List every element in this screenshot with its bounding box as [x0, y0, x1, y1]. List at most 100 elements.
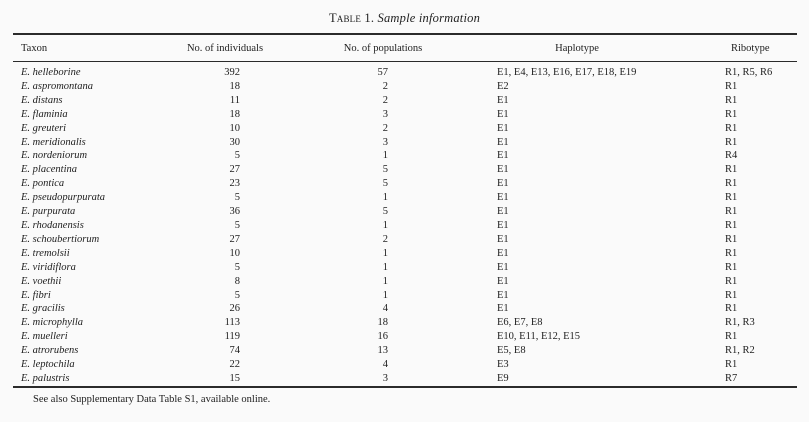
column-header-haplotype: Haplotype	[481, 34, 673, 62]
cell-individuals: 18	[229, 108, 241, 120]
table-row: E. flaminia 18 3 E1 R1	[13, 108, 797, 122]
cell-ribotype: R7	[725, 372, 738, 384]
cell-ribotype: R1	[725, 275, 738, 287]
cell-haplotype: E5, E8	[497, 345, 526, 357]
cell-individuals: 15	[229, 372, 241, 384]
cell-ribotype: R1	[725, 247, 738, 259]
table-row: E. atrorubens 74 13 E5, E8 R1, R2	[13, 344, 797, 358]
cell-populations: 5	[382, 206, 388, 218]
cell-taxon: E. pseudopurpurata	[21, 192, 105, 204]
table-row: E. leptochila 22 4 E3 R1	[13, 358, 797, 372]
table-row: E. purpurata 36 5 E1 R1	[13, 205, 797, 219]
cell-ribotype: R1	[725, 206, 738, 218]
cell-populations: 5	[382, 164, 388, 176]
cell-populations: 57	[377, 67, 389, 78]
table-row: E. placentina 27 5 E1 R1	[13, 163, 797, 177]
column-header-populations: No. of populations	[285, 34, 481, 62]
table-body: E. helleborine 392 57 E1, E4, E13, E16, E17…	[13, 62, 797, 387]
table-row: E. schoubertiorum 27 2 E1 R1	[13, 233, 797, 247]
cell-haplotype: E1, E4, E13, E16, E17, E18, E19	[497, 67, 637, 78]
table-row: E. nordeniorum 5 1 E1 R4	[13, 149, 797, 163]
table-row: E. pseudopurpurata 5 1 E1 R1	[13, 191, 797, 205]
cell-taxon: E. rhodanensis	[21, 219, 84, 231]
cell-ribotype: R1	[725, 303, 738, 315]
cell-haplotype: E1	[497, 136, 509, 148]
cell-taxon: E. tremolsii	[21, 247, 70, 259]
cell-individuals: 119	[224, 331, 240, 343]
table-row: E. fibri 5 1 E1 R1	[13, 289, 797, 303]
cell-haplotype: E10, E11, E12, E15	[497, 331, 581, 343]
cell-populations: 16	[377, 331, 389, 343]
cell-haplotype: E6, E7, E8	[497, 317, 543, 329]
cell-individuals: 27	[229, 164, 241, 176]
cell-taxon: E. viridiflora	[21, 261, 76, 273]
cell-ribotype: R1	[725, 289, 738, 301]
cell-individuals: 23	[229, 178, 241, 190]
table-row: E. viridiflora 5 1 E1 R1	[13, 261, 797, 275]
column-header-taxon: Taxon	[13, 34, 165, 62]
cell-individuals: 74	[229, 345, 241, 357]
cell-ribotype: R1	[725, 331, 738, 343]
cell-taxon: E. placentina	[21, 164, 77, 176]
cell-haplotype: E1	[497, 303, 509, 315]
cell-haplotype: E1	[497, 94, 509, 106]
cell-taxon: E. nordeniorum	[21, 150, 88, 162]
table-row: E. helleborine 392 57 E1, E4, E13, E16, E17…	[13, 62, 797, 80]
cell-ribotype: R1	[725, 178, 738, 190]
table-header: Taxon No. of individuals No. of populati…	[13, 34, 797, 62]
cell-ribotype: R1	[725, 261, 738, 273]
cell-individuals: 5	[234, 150, 240, 162]
cell-individuals: 10	[229, 122, 241, 134]
column-header-individuals: No. of individuals	[165, 34, 285, 62]
cell-individuals: 113	[224, 317, 240, 329]
cell-haplotype: E1	[497, 164, 509, 176]
cell-individuals: 36	[229, 206, 241, 218]
table-row: E. voethii 8 1 E1 R1	[13, 275, 797, 289]
cell-populations: 4	[382, 359, 388, 371]
cell-taxon: E. purpurata	[21, 206, 76, 218]
cell-individuals: 8	[234, 275, 240, 287]
cell-ribotype: R1	[725, 219, 738, 231]
cell-individuals: 22	[229, 359, 241, 371]
cell-taxon: E. atrorubens	[21, 345, 79, 357]
cell-taxon: E. schoubertiorum	[21, 233, 100, 245]
cell-populations: 3	[382, 372, 388, 384]
cell-haplotype: E1	[497, 206, 509, 218]
cell-individuals: 11	[229, 94, 240, 106]
cell-populations: 5	[382, 178, 388, 190]
cell-haplotype: E1	[497, 150, 509, 162]
cell-populations: 3	[382, 108, 388, 120]
cell-ribotype: R1	[725, 164, 738, 176]
table-row: E. meridionalis 30 3 E1 R1	[13, 136, 797, 150]
cell-populations: 2	[382, 94, 388, 106]
cell-ribotype: R1, R3	[725, 317, 755, 329]
cell-populations: 1	[382, 219, 388, 231]
cell-populations: 1	[382, 275, 388, 287]
cell-taxon: E. leptochila	[21, 359, 75, 371]
cell-individuals: 18	[229, 80, 241, 92]
cell-haplotype: E1	[497, 261, 509, 273]
table-row: E. microphylla 113 18 E6, E7, E8 R1, R3	[13, 316, 797, 330]
table-row: E. muelleri 119 16 E10, E11, E12, E15 R1	[13, 330, 797, 344]
cell-individuals: 5	[234, 261, 240, 273]
cell-taxon: E. distans	[21, 94, 63, 106]
cell-populations: 4	[382, 303, 388, 315]
cell-populations: 2	[382, 122, 388, 134]
cell-individuals: 26	[229, 303, 241, 315]
cell-haplotype: E1	[497, 178, 509, 190]
cell-taxon: E. pontica	[21, 178, 65, 190]
cell-individuals: 30	[229, 136, 241, 148]
cell-populations: 1	[382, 150, 388, 162]
cell-taxon: E. microphylla	[21, 317, 84, 329]
cell-taxon: E. palustris	[21, 372, 70, 384]
cell-taxon: E. helleborine	[21, 67, 81, 78]
cell-ribotype: R4	[725, 150, 738, 162]
table-row: E. tremolsii 10 1 E1 R1	[13, 247, 797, 261]
table-title: Table 1. Sample information	[0, 11, 809, 26]
table-title-caption: Sample information	[377, 11, 481, 25]
cell-taxon: E. voethii	[21, 275, 62, 287]
cell-populations: 2	[382, 80, 388, 92]
table-row: E. greuteri 10 2 E1 R1	[13, 122, 797, 136]
table-row: E. aspromontana 18 2 E2 R1	[13, 80, 797, 94]
